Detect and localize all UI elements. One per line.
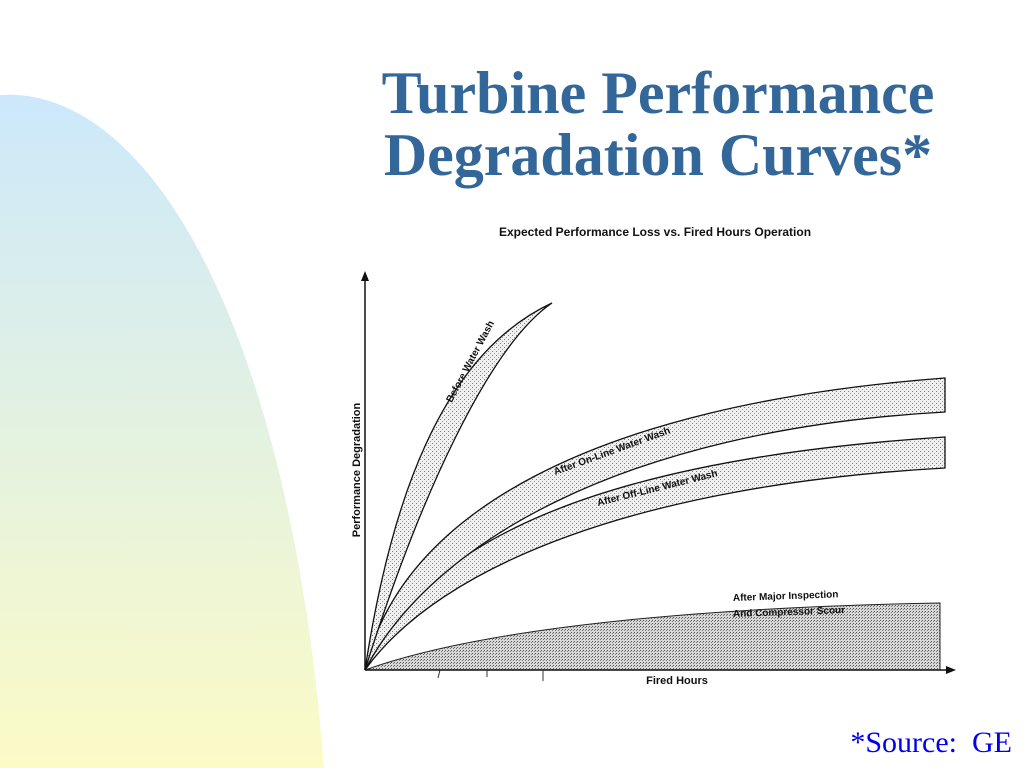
band-major-inspection (364, 602, 941, 671)
x-axis-arrow (946, 666, 956, 674)
source-note: *Source: GE (850, 726, 1012, 759)
label-major-inspection-1: After Major Inspection (733, 589, 839, 604)
chart-title: Expected Performance Loss vs. Fired Hour… (499, 225, 811, 239)
y-axis-arrow (361, 271, 369, 281)
slide-title: Turbine Performance Degradation Curves* (318, 62, 998, 186)
title-line-2: Degradation Curves* (383, 122, 933, 188)
x-tick (437, 669, 441, 679)
title-line-1: Turbine Performance (381, 60, 935, 126)
degradation-chart: Expected Performance Loss vs. Fired Hour… (340, 215, 980, 695)
y-axis-label: Performance Degradation (351, 402, 363, 537)
label-major-inspection-2: And Compressor Scour (733, 605, 846, 620)
x-axis-label: Fired Hours (646, 675, 708, 687)
band-before-wash (364, 302, 553, 671)
chart-svg: Expected Performance Loss vs. Fired Hour… (351, 225, 956, 687)
band-online-wash (364, 377, 946, 671)
